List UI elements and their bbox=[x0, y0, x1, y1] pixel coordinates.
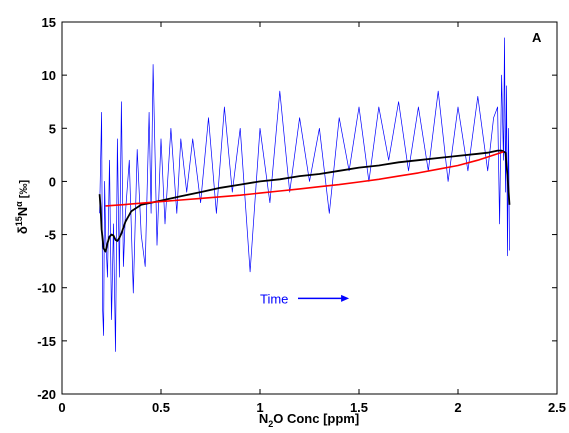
x-tick-label: 1.5 bbox=[350, 400, 368, 415]
time-label: Time bbox=[260, 291, 288, 306]
y-tick-label: 10 bbox=[42, 68, 56, 83]
y-tick-label: -10 bbox=[37, 281, 56, 296]
y-tick-label: 5 bbox=[49, 121, 56, 136]
x-tick-label: 1 bbox=[256, 400, 263, 415]
y-axis-label: δ15Nα [‰] bbox=[14, 180, 30, 235]
series-line-fit bbox=[105, 150, 504, 207]
x-tick-label: 2 bbox=[454, 400, 461, 415]
time-annotation: Time bbox=[260, 291, 350, 306]
plot-area bbox=[98, 37, 511, 352]
series-line-smoothed bbox=[98, 149, 511, 253]
series-line-noisy bbox=[99, 37, 510, 352]
axes: 0 0.5 1 1.5 2 2.5 -20 -15 -10 -5 0 5 10 15 bbox=[37, 15, 566, 415]
y-tick-label: -20 bbox=[37, 387, 56, 402]
x-tick-label: 0.5 bbox=[152, 400, 170, 415]
y-tick-label: -15 bbox=[37, 334, 56, 349]
panel-label: A bbox=[532, 30, 542, 45]
x-tick-label: 2.5 bbox=[548, 400, 566, 415]
y-tick-label: -5 bbox=[44, 228, 56, 243]
time-arrowhead bbox=[341, 294, 350, 302]
x-tick-label: 0 bbox=[58, 400, 65, 415]
plot-frame bbox=[61, 21, 558, 395]
x-axis-label: N2O Conc [ppm] bbox=[259, 411, 359, 429]
y-tick-label: 15 bbox=[42, 15, 56, 30]
y-tick-label: 0 bbox=[49, 174, 56, 189]
